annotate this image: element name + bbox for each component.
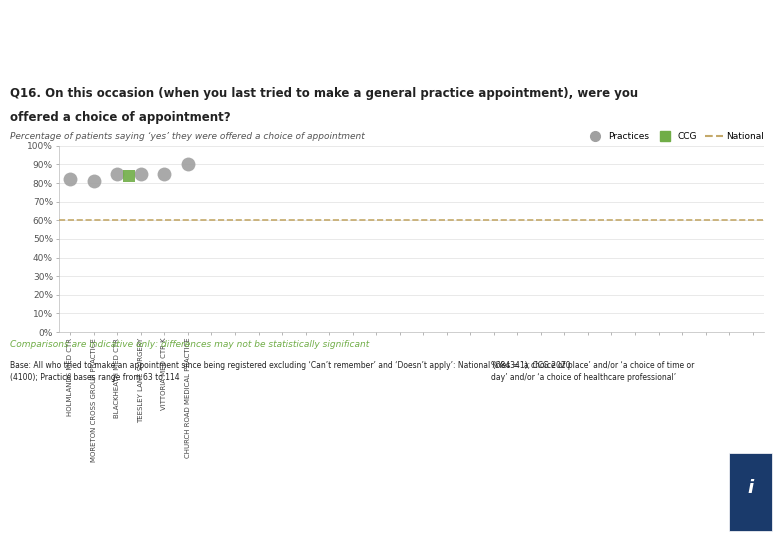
- Text: Percentage of patients saying ‘yes’ they were offered a choice of appointment: Percentage of patients saying ‘yes’ they…: [10, 132, 365, 141]
- Point: [123, 171, 136, 180]
- Text: 30: 30: [382, 482, 398, 495]
- FancyBboxPatch shape: [729, 453, 772, 530]
- Point: [135, 170, 147, 178]
- Text: Comparisons are indicative only: differences may not be statistically significan: Comparisons are indicative only: differe…: [10, 340, 370, 349]
- Text: Choice of appointment:: Choice of appointment:: [10, 16, 268, 35]
- Point: [111, 170, 123, 178]
- Point: [87, 177, 100, 186]
- Point: [182, 160, 194, 168]
- Text: how the CCG’s practices compare: how the CCG’s practices compare: [10, 44, 379, 63]
- Text: offered a choice of appointment?: offered a choice of appointment?: [10, 111, 231, 124]
- Text: Ipsos MORI     19-07-0034-01 | Version 1 | Public: Ipsos MORI 19-07-0034-01 | Version 1 | P…: [10, 510, 179, 517]
- Text: Q16. On this occasion (when you last tried to make a general practice appointmen: Q16. On this occasion (when you last tri…: [10, 87, 638, 100]
- Text: Ipsos MORI
Social Research Institute: Ipsos MORI Social Research Institute: [10, 457, 138, 477]
- Point: [64, 175, 76, 184]
- Legend: Practices, CCG, National: Practices, CCG, National: [583, 129, 768, 145]
- Point: [158, 170, 171, 178]
- Text: i: i: [748, 479, 753, 497]
- Text: %Yes = ‘a choice of place’ and/or ‘a choice of time or
day’ and/or ‘a choice of : %Yes = ‘a choice of place’ and/or ‘a cho…: [491, 361, 695, 382]
- Text: Base: All who tried to make an appointment since being registered excluding ‘Can: Base: All who tried to make an appointme…: [10, 361, 571, 382]
